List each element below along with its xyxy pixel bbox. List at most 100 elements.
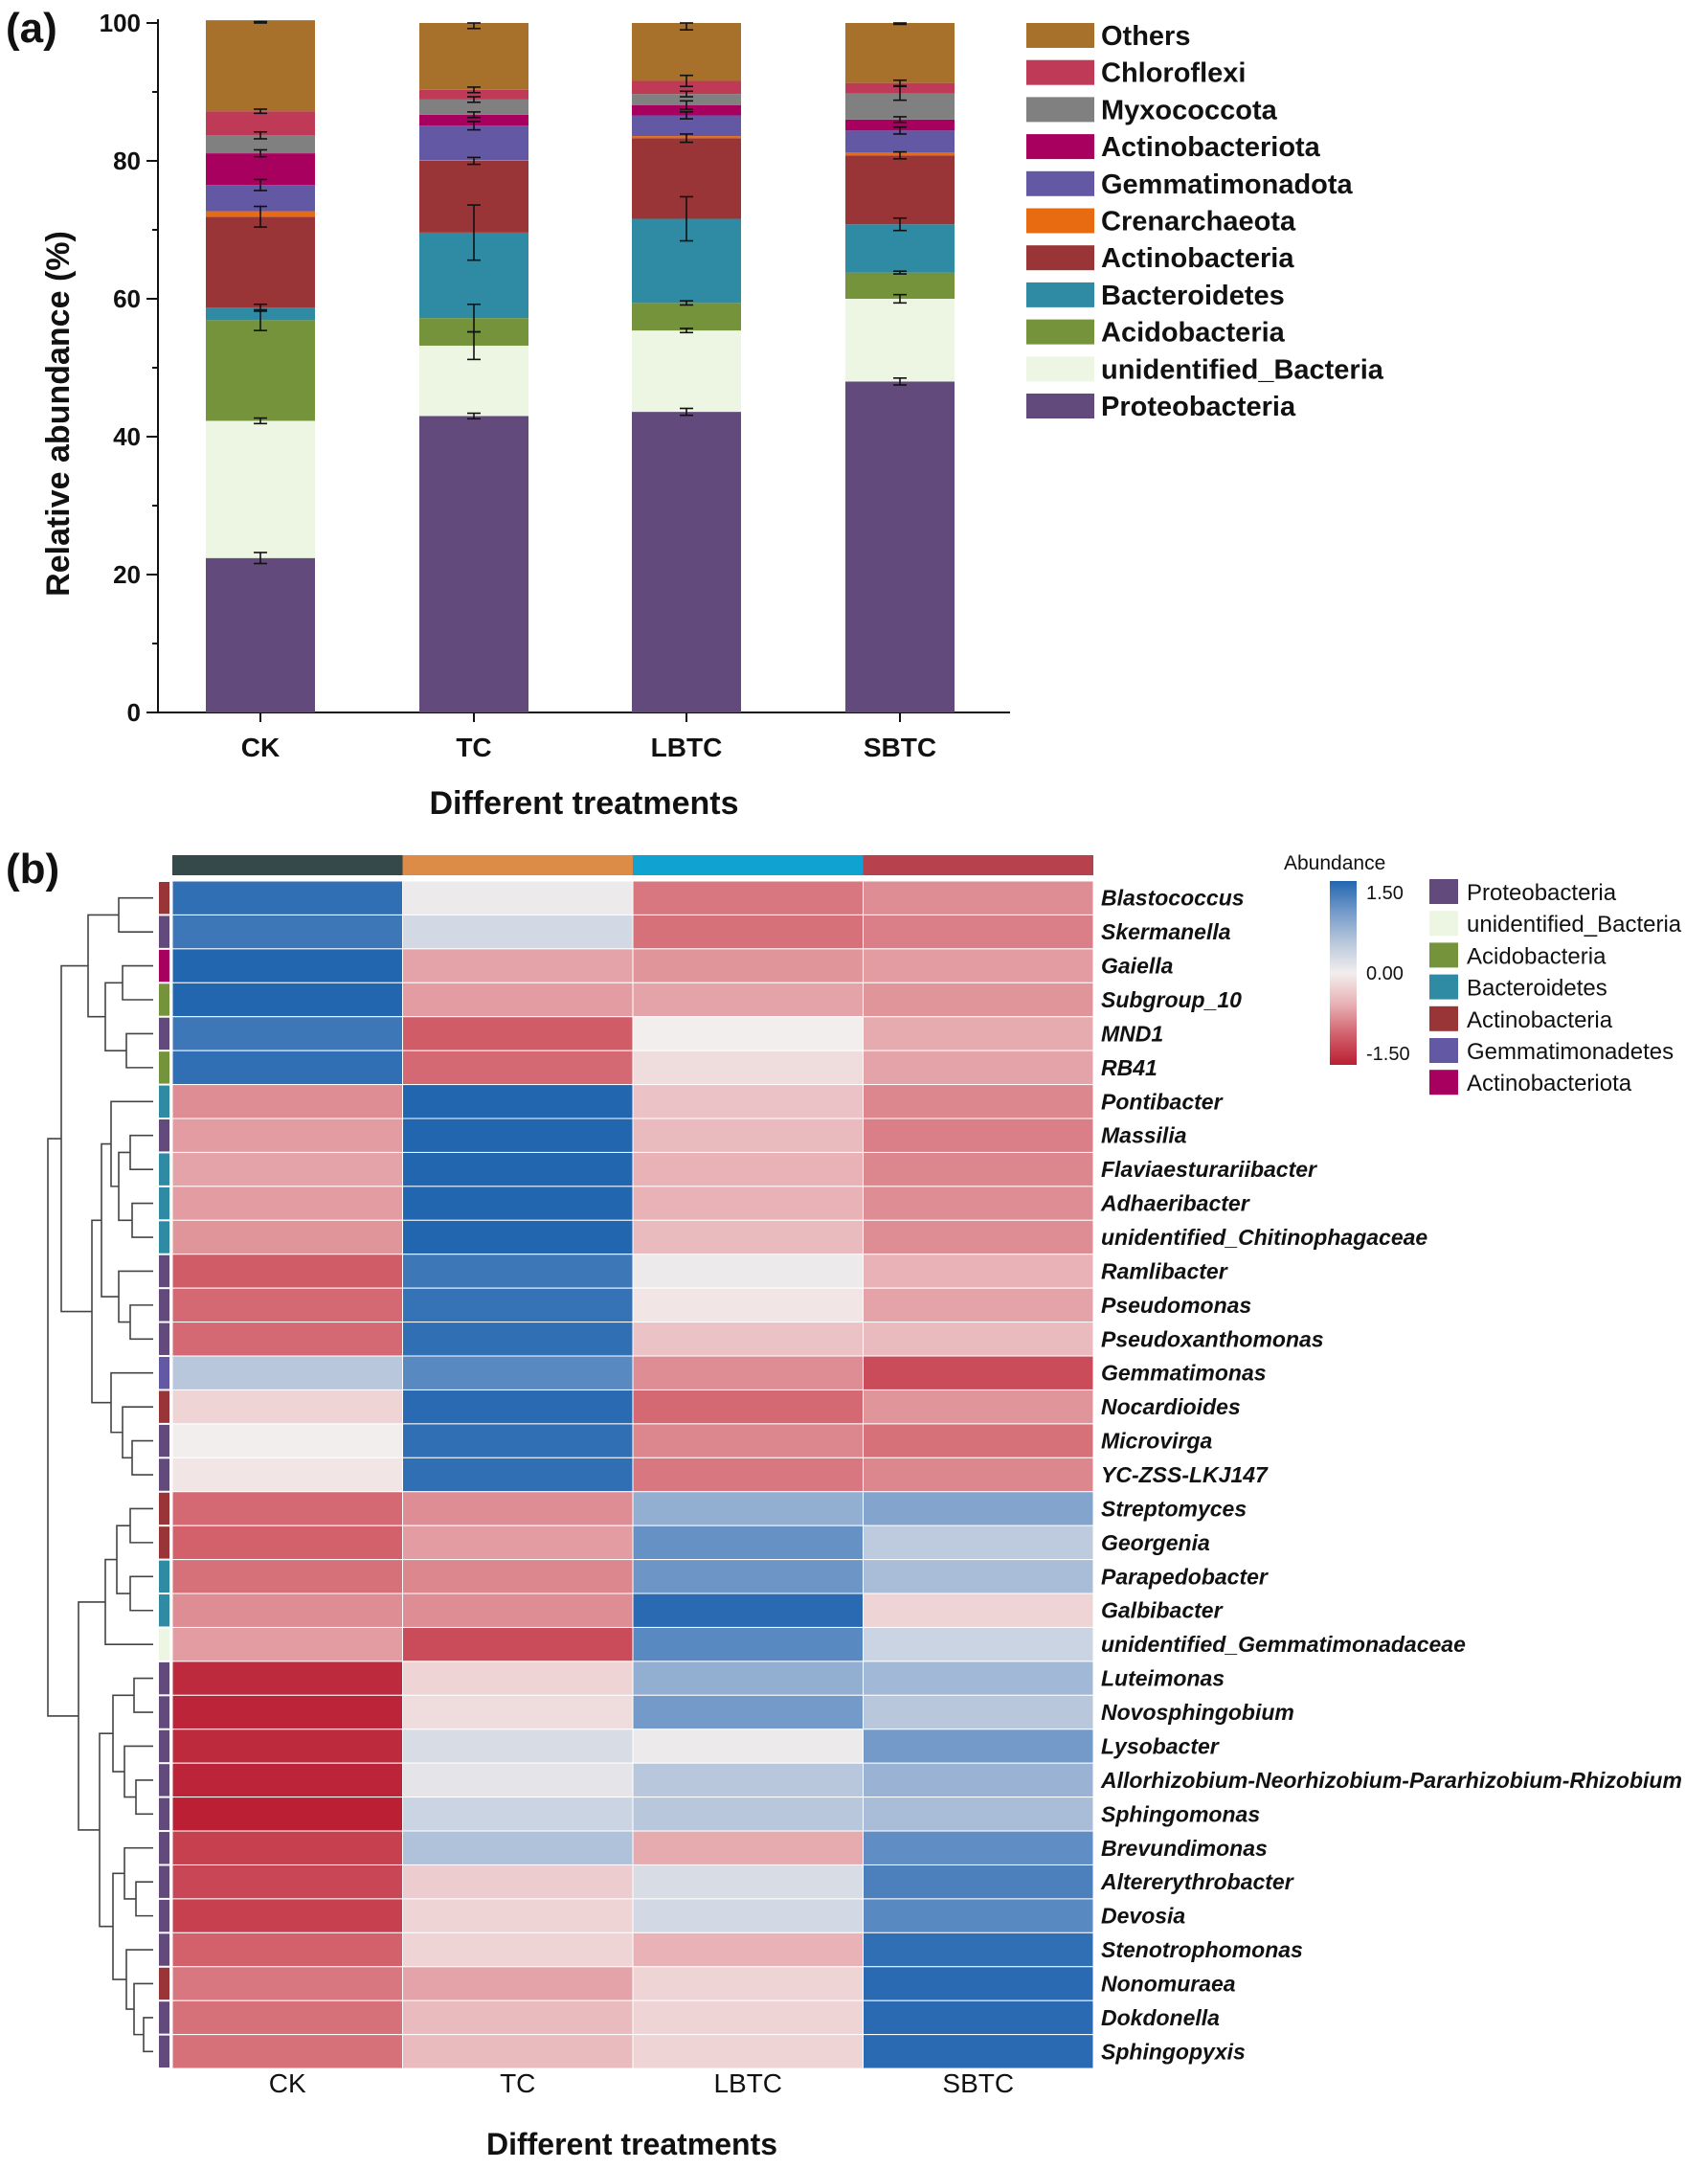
bar-segment-actinobacteriota-lbtc [632,104,741,116]
genus-label-devosia: Devosia [1101,1904,1185,1929]
heatmap-cell-altererythrobacter-tc [402,1864,634,1900]
phylum-legend: Proteobacteria unidentified_Bacteria Acido… [1429,879,1682,1096]
heatmap-cell-galbibacter-tc [402,1593,634,1628]
heatmap-cell-pseudomonas-sbtc [863,1287,1094,1323]
bar-segment-unidentified-bacteria-sbtc [845,299,955,382]
heatmap-cell-skermanella-tc [402,914,634,950]
heatmap-cell-galbibacter-lbtc [632,1593,864,1628]
x-tick-label-tc: TC [456,733,491,762]
bar-segment-others-tc [419,23,528,90]
column-color-tc [402,855,633,875]
genus-label-brevundimonas: Brevundimonas [1101,1836,1268,1861]
heatmap-cell-devosia-ck [171,1898,403,1933]
heatmap-cell-sphingomonas-lbtc [632,1796,864,1832]
heatmap-cell-adhaeribacter-sbtc [863,1186,1094,1221]
dendrogram-branch [118,896,153,933]
heatmap-cell-yc-zss-lkj147-ck [171,1457,403,1493]
bar-segment-myxococcota-tc [419,99,528,115]
dendrogram-branch [118,1270,153,1323]
heatmap-cell-gemmatimonas-ck [171,1355,403,1390]
phylum-marker-luteimonas [159,1661,169,1695]
dendrogram-branch [99,1732,113,1928]
dendrogram-branch [78,1601,105,1831]
heatmap-cell-blastococcus-sbtc [863,880,1094,915]
legend-label-myxococcota: Myxococcota [1101,95,1278,125]
heatmap-x-axis-title: Different treatments [486,2127,777,2161]
phylum-legend-swatch-acidobacteria [1429,942,1458,968]
genus-label-luteimonas: Luteimonas [1101,1666,1225,1691]
bar-axes: 0 20 40 60 80 100 CK TC LBTC SBTC [100,9,1010,762]
heatmap-cell-parapedobacter-tc [402,1559,634,1594]
column-color-lbtc [633,855,864,875]
dendrogram-branch [110,1371,153,1434]
legend-label-chloroflexi: Chloroflexi [1101,58,1246,89]
phylum-marker-pseudomonas [159,1289,169,1322]
heatmap-cell-unidentified-chitinophagaceae-sbtc [863,1219,1094,1255]
error-bars [254,20,907,565]
genus-label-sphingomonas: Sphingomonas [1101,1801,1260,1826]
heatmap-cell-flaviaesturariibacter-lbtc [632,1151,864,1187]
bar-segment-gemmatimonadota-lbtc [632,115,741,137]
bar-segment-myxococcota-lbtc [632,94,741,105]
genus-label-galbibacter: Galbibacter [1101,1598,1224,1623]
heatmap-cell-luteimonas-ck [171,1661,403,1696]
phylum-legend-swatch-unidentified-bacteria [1429,911,1458,937]
heatmap-cell-ramlibacter-ck [171,1254,403,1289]
heatmap-cell-microvirga-sbtc [863,1423,1094,1458]
dendrogram-branch [101,1142,119,1298]
genus-label-novosphingobium: Novosphingobium [1101,1700,1294,1725]
heatmap-cell-flaviaesturariibacter-ck [171,1151,403,1187]
heatmap-cell-allorhizobium-neorhizobium-pararhizobium-rhizobium-lbtc [632,1762,864,1798]
heatmap-cell-lysobacter-lbtc [632,1728,864,1764]
phylum-legend-swatch-gemmatimonadetes [1429,1038,1458,1063]
genus-label-parapedobacter: Parapedobacter [1101,1564,1269,1589]
phylum-marker-flaviaesturariibacter [159,1153,169,1186]
genus-label-ramlibacter: Ramlibacter [1101,1258,1228,1283]
heatmap-cell-sphingopyxis-ck [171,2034,403,2069]
heatmap-cell-brevundimonas-sbtc [863,1830,1094,1865]
heatmap-cell-brevundimonas-tc [402,1830,634,1865]
legend-swatch-unidentified-bacteria [1026,356,1094,382]
phylum-legend-swatch-proteobacteria [1429,879,1458,904]
heatmap-cell-streptomyces-tc [402,1491,634,1526]
heatmap-cell-skermanella-sbtc [863,914,1094,950]
heatmap-cell-brevundimonas-lbtc [632,1830,864,1865]
genus-label-gemmatimonas: Gemmatimonas [1101,1361,1267,1386]
phylum-marker-altererythrobacter [159,1865,169,1898]
heatmap-cell-parapedobacter-ck [171,1559,403,1594]
heatmap-cell-microvirga-ck [171,1423,403,1458]
heatmap-cell-sphingomonas-sbtc [863,1796,1094,1832]
bar-segment-unidentified-bacteria-lbtc [632,330,741,413]
heatmap-cell-flaviaesturariibacter-sbtc [863,1151,1094,1187]
heatmap-cell-streptomyces-lbtc [632,1491,864,1526]
heatmap-cell-nocardioides-sbtc [863,1389,1094,1425]
heatmap-column-label-tc: TC [500,2068,535,2098]
heatmap-cell-dokdonella-ck [171,2000,403,2036]
legend-label-unidentified-bacteria: unidentified_Bacteria [1101,354,1384,385]
heatmap-cell-allorhizobium-neorhizobium-pararhizobium-rhizobium-tc [402,1762,634,1798]
heatmap-cell-pseudomonas-tc [402,1287,634,1323]
heatmap-cell-luteimonas-lbtc [632,1661,864,1696]
heatmap-cell-adhaeribacter-lbtc [632,1186,864,1221]
heatmap-cell-nonomuraea-ck [171,1966,403,2001]
genus-label-gaiella: Gaiella [1101,954,1174,979]
bar-segment-chloroflexi-lbtc [632,80,741,95]
heatmap-cell-pseudomonas-lbtc [632,1287,864,1323]
phylum-marker-pseudoxanthomonas [159,1322,169,1356]
phylum-annotation-strip [159,882,169,2068]
phylum-marker-gemmatimonas [159,1357,169,1390]
genus-label-flaviaesturariibacter: Flaviaesturariibacter [1101,1157,1317,1182]
dendrogram-branch [124,1745,153,1798]
bar-segment-bacteroidetes-sbtc [845,224,955,273]
heatmap-column-label-sbtc: SBTC [942,2068,1014,2098]
bar-segment-chloroflexi-tc [419,89,528,100]
phylum-legend-label-gemmatimonadetes: Gemmatimonadetes [1467,1039,1674,1065]
genus-label-microvirga: Microvirga [1101,1429,1213,1454]
heatmap-cell-mnd1-lbtc [632,1016,864,1051]
heatmap-cell-brevundimonas-ck [171,1830,403,1865]
row-dendrogram [47,896,153,2053]
heatmap-cell-altererythrobacter-sbtc [863,1864,1094,1900]
genus-label-streptomyces: Streptomyces [1101,1496,1247,1521]
dendrogram-branch [133,1677,153,1713]
